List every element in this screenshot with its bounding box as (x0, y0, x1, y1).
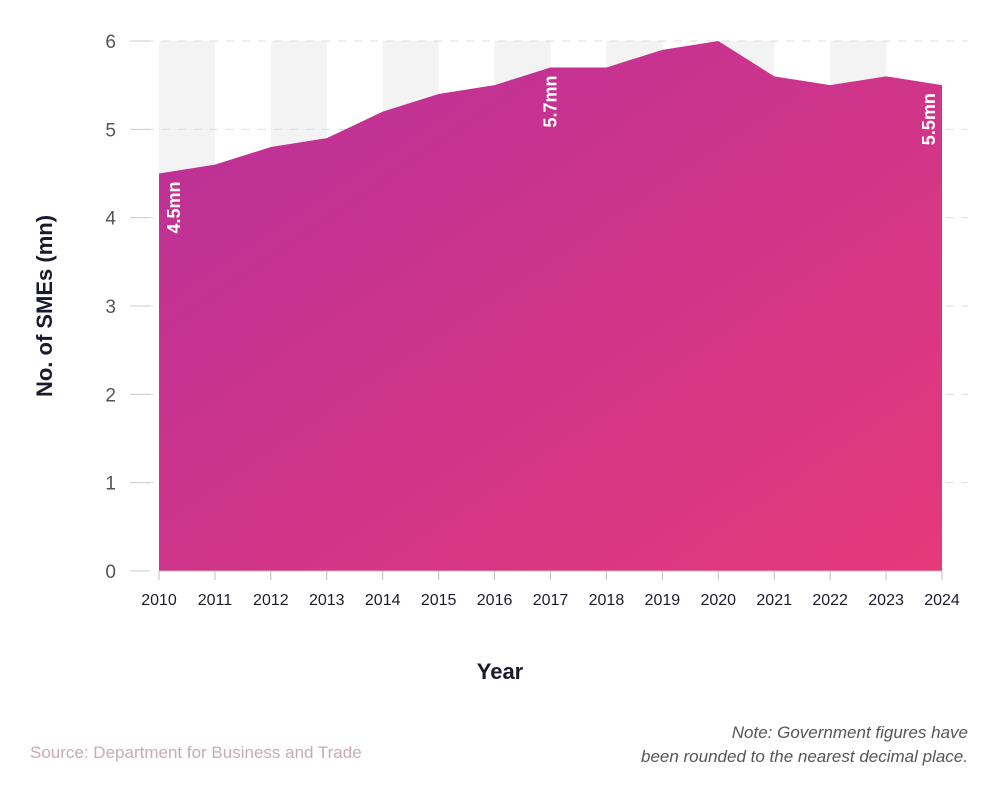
x-tick-label: 2020 (700, 592, 736, 609)
x-tick-label: 2013 (309, 592, 345, 609)
x-tick-label: 2011 (198, 592, 233, 609)
data-label: 5.5mn (919, 93, 939, 145)
x-axis-label: Year (477, 659, 524, 684)
y-tick-label: 4 (105, 209, 116, 230)
x-tick-label: 2016 (477, 592, 513, 609)
y-tick-label: 3 (105, 297, 116, 318)
x-tick-label: 2015 (421, 592, 457, 609)
y-tick-label: 5 (105, 120, 116, 141)
y-tick-label: 0 (105, 562, 116, 583)
x-tick-label: 2024 (924, 592, 960, 609)
y-tick-label: 6 (105, 32, 116, 53)
x-tick-label: 2012 (253, 592, 289, 609)
y-tick-label: 1 (105, 474, 116, 495)
note-line: Note: Government figures have (731, 723, 968, 742)
x-tick-label: 2022 (812, 592, 848, 609)
x-tick-label: 2019 (645, 592, 681, 609)
data-label: 4.5mn (164, 182, 184, 234)
x-tick-label: 2010 (141, 592, 177, 609)
note-line: been rounded to the nearest decimal plac… (640, 747, 968, 766)
y-tick-label: 2 (105, 385, 116, 406)
x-tick-label: 2021 (756, 592, 792, 609)
note-text: Note: Government figures have been round… (548, 721, 968, 769)
x-tick-label: 2017 (533, 592, 569, 609)
area-series (159, 41, 942, 571)
y-axis-label: No. of SMEs (mn) (32, 215, 57, 397)
x-tick-label: 2018 (589, 592, 625, 609)
data-label: 5.7mn (541, 76, 561, 128)
x-tick-label: 2023 (868, 592, 904, 609)
source-text: Source: Department for Business and Trad… (30, 743, 362, 762)
x-tick-label: 2014 (365, 592, 401, 609)
